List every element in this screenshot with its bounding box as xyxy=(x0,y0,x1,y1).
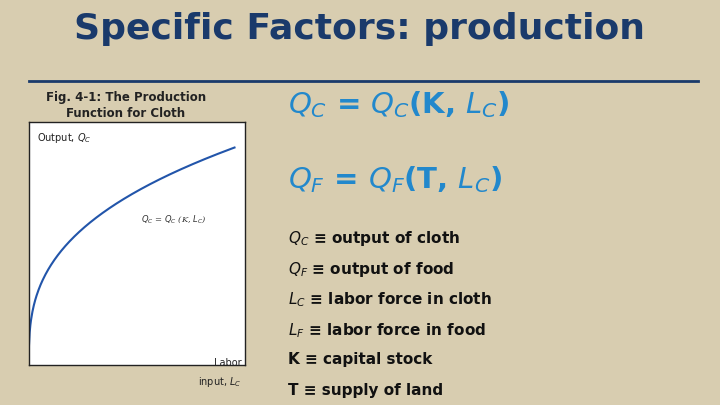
Text: Output, $Q_C$: Output, $Q_C$ xyxy=(37,131,92,145)
Text: $L_F$ ≡ labor force in food: $L_F$ ≡ labor force in food xyxy=(288,321,486,340)
Text: K ≡ capital stock: K ≡ capital stock xyxy=(288,352,433,367)
Text: $Q_F$ = $Q_F$(T, $L_C$): $Q_F$ = $Q_F$(T, $L_C$) xyxy=(288,164,502,195)
Text: $Q_C$ = $Q_C$ (K, $L_C$): $Q_C$ = $Q_C$ (K, $L_C$) xyxy=(141,213,207,225)
Text: $Q_C$ ≡ output of cloth: $Q_C$ ≡ output of cloth xyxy=(288,229,460,248)
Text: $Q_C$ = $Q_C$(K, $L_C$): $Q_C$ = $Q_C$(K, $L_C$) xyxy=(288,89,510,120)
Text: Labor: Labor xyxy=(214,358,241,369)
Text: input, $L_C$: input, $L_C$ xyxy=(198,375,241,389)
Text: Fig. 4-1: The Production: Fig. 4-1: The Production xyxy=(46,91,206,104)
Text: Specific Factors: production: Specific Factors: production xyxy=(74,12,646,46)
Text: T ≡ supply of land: T ≡ supply of land xyxy=(288,383,443,398)
Text: $Q_F$ ≡ output of food: $Q_F$ ≡ output of food xyxy=(288,260,454,279)
Text: $L_C$ ≡ labor force in cloth: $L_C$ ≡ labor force in cloth xyxy=(288,290,492,309)
Text: Function for Cloth: Function for Cloth xyxy=(66,107,186,120)
